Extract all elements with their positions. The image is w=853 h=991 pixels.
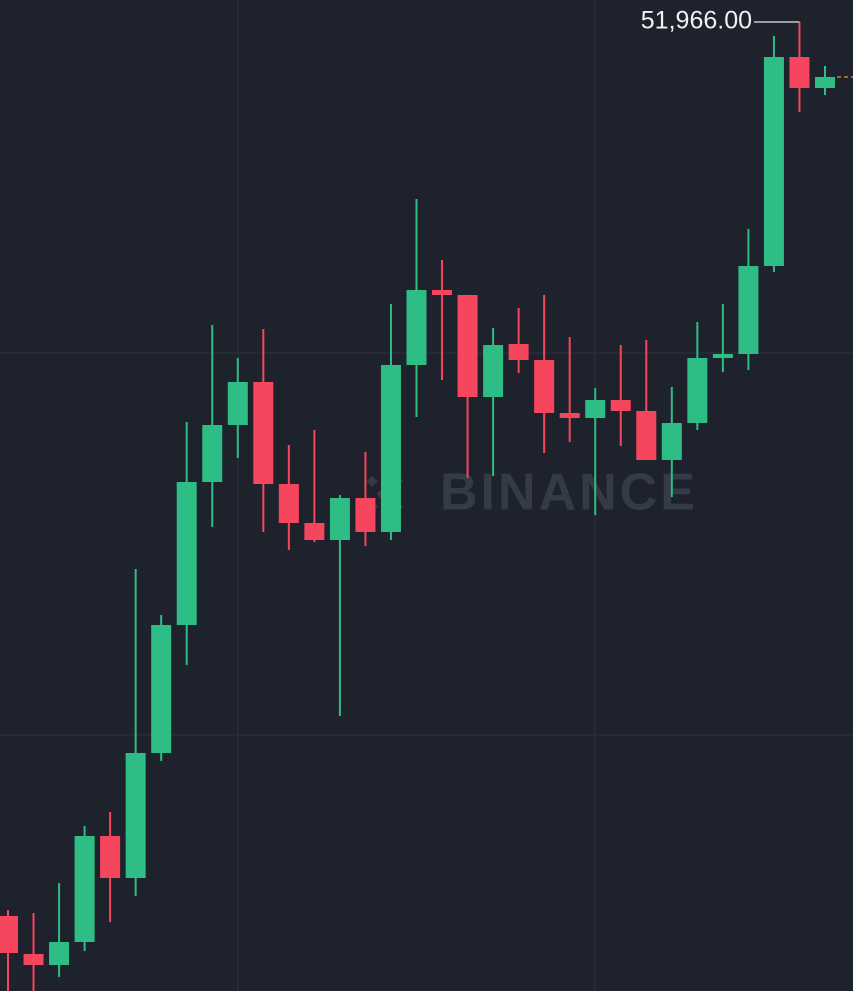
- candle-body: [304, 523, 325, 540]
- candle-body: [74, 836, 95, 942]
- candle-body: [278, 484, 299, 523]
- candle-body: [253, 382, 274, 484]
- watermark: BINANCE: [440, 464, 698, 522]
- candle-body: [661, 423, 682, 460]
- candle-body: [227, 382, 248, 425]
- candle-body: [508, 344, 529, 360]
- candle-body: [534, 360, 555, 413]
- candle-body: [432, 290, 453, 295]
- candle-body: [151, 625, 172, 753]
- candle-body: [687, 358, 708, 423]
- candle-body: [457, 295, 478, 397]
- candle-body: [355, 498, 376, 532]
- candle-body: [380, 365, 401, 532]
- annotation-label: 51,966.00: [641, 7, 752, 35]
- candle-body: [738, 266, 759, 354]
- candle-body: [329, 498, 350, 540]
- candle-body: [202, 425, 223, 482]
- candle-body: [483, 345, 504, 397]
- candle-body: [23, 954, 44, 965]
- candle-body: [406, 290, 427, 365]
- candles: [0, 22, 835, 991]
- candle-body: [763, 57, 784, 266]
- candle-body: [789, 57, 810, 88]
- candle-body: [100, 836, 121, 878]
- candle-body: [585, 400, 606, 418]
- candle-body: [125, 753, 146, 878]
- candle-body: [712, 354, 733, 358]
- candle-body: [559, 413, 580, 418]
- candle-body: [636, 411, 657, 460]
- candle-body: [610, 400, 631, 411]
- candle-body: [49, 942, 70, 965]
- candle-body: [0, 916, 18, 953]
- candle-body: [176, 482, 197, 625]
- candle-body: [815, 77, 835, 88]
